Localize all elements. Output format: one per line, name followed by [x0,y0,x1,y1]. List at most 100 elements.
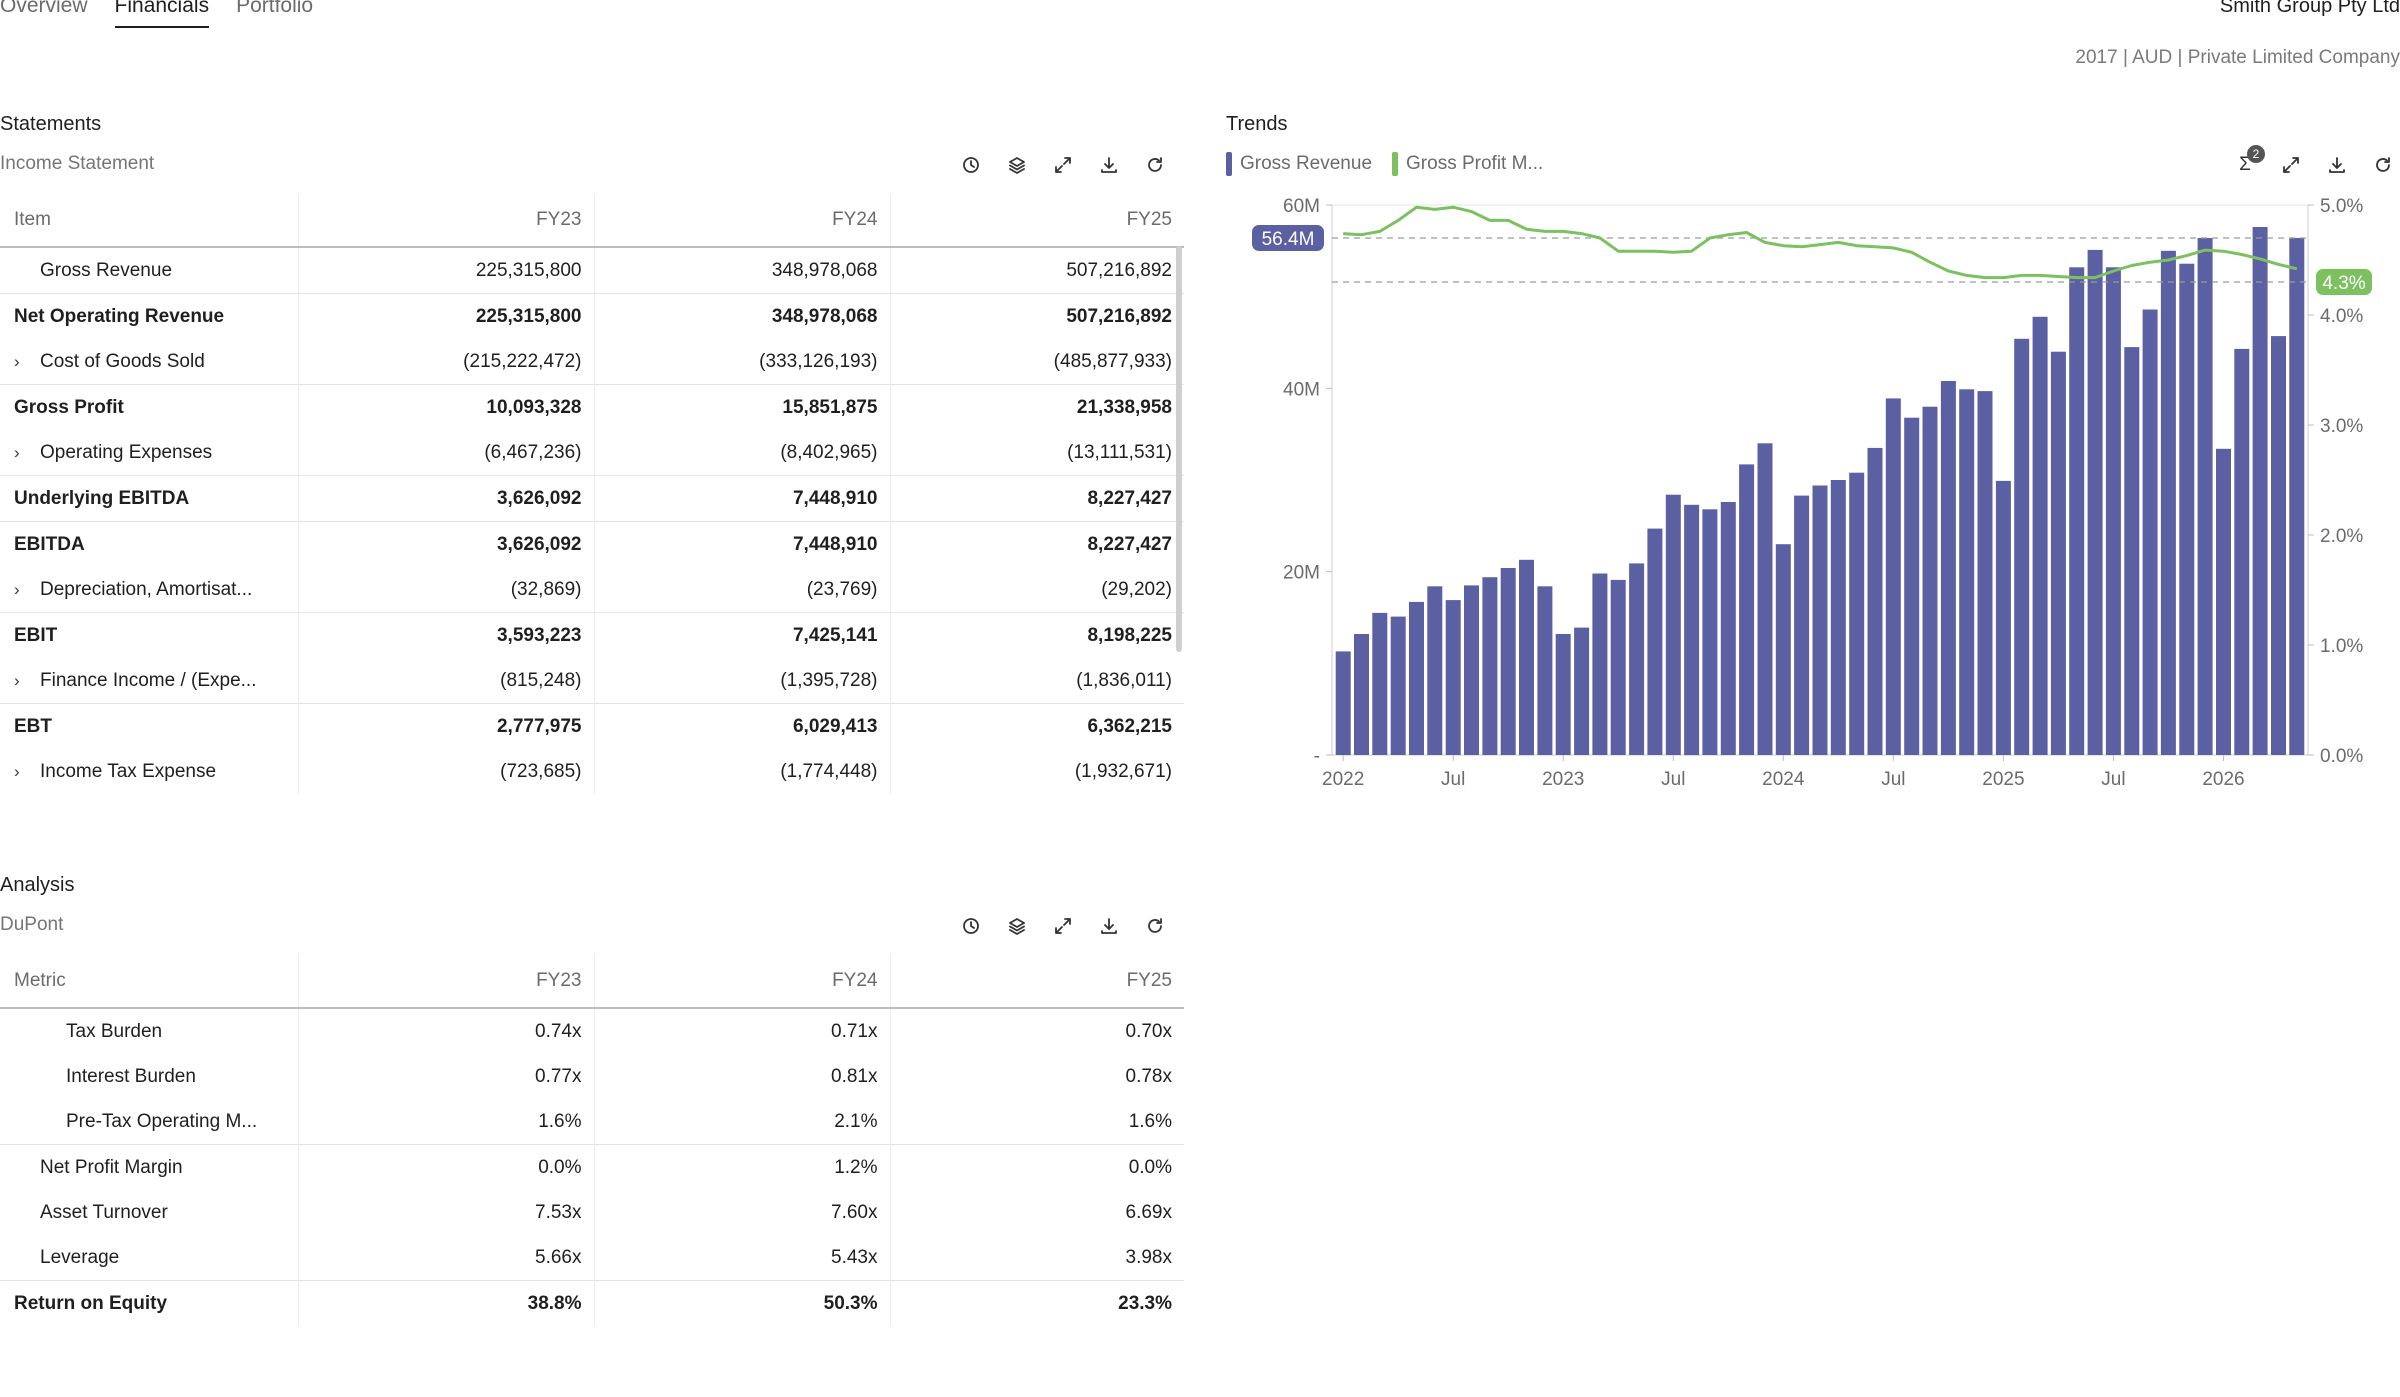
row-label-cell: EBITDA [0,521,299,567]
value-cell: (815,248) [298,658,595,704]
expand-button[interactable] [1040,150,1086,180]
value-cell: 8,227,427 [890,475,1184,522]
table-row: Gross Revenue 225,315,800 348,978,068 507,2… [0,247,1184,294]
value-cell: 0.70x [1125,1020,1172,1042]
refresh-button[interactable] [1132,150,1178,180]
value-cell: 6,029,413 [594,703,891,749]
legend-gross-revenue[interactable]: Gross Revenue [1226,152,1372,176]
value-cell: 7,425,141 [594,612,891,658]
table-row[interactable]: › Income Tax Expense (723,685) (1,774,448) (… [0,749,1184,794]
value-cell: 0.74x [298,1008,595,1054]
column-header[interactable]: FY25 [890,194,1184,248]
chevron-right-icon[interactable]: › [14,579,20,599]
refresh-icon [2376,157,2390,172]
row-label: Finance Income / (Expe... [40,669,257,691]
table-row[interactable]: › Cost of Goods Sold (215,222,472) (333,126… [0,339,1184,385]
trends-chart: - 20M 40M 60M 0.0% 1.0% 2.0% 3.0% 4.0% 5.0% 2022 Ju… [1252,196,2372,790]
chevron-right-icon[interactable]: › [14,351,20,371]
row-label-cell: Pre-Tax Operating M... [0,1099,299,1145]
trends-toolbar: Σ [2222,150,2400,180]
expand-icon [2283,157,2299,173]
analysis-toolbar [948,911,1178,941]
y-left-tick-label: 60M [1283,196,1320,217]
revenue-bar [1427,586,1443,755]
row-label: Income Tax Expense [40,760,217,782]
layers-button[interactable] [994,911,1040,941]
value-cell: 0.0% [298,1144,595,1190]
row-label-cell: Asset Turnover [0,1190,299,1235]
row-label: Return on Equity [14,1292,168,1314]
value-cell: 0.0% [890,1144,1184,1190]
tab-portfolio[interactable]: Portfolio [236,0,314,17]
margin-value-label: 4.3% [2322,273,2365,294]
value-cell: 0.77x [298,1054,595,1099]
history-button[interactable] [948,150,994,180]
row-label: Tax Burden [66,1020,163,1042]
revenue-bar [1592,573,1608,755]
value-cell: (485,877,933) [1053,350,1172,372]
statements-scrollbar[interactable] [1176,246,1182,652]
table-row[interactable]: › Finance Income / (Expe... (815,248) (1,39… [0,658,1184,704]
row-label-cell: Tax Burden [0,1008,299,1054]
refresh-button[interactable] [1132,911,1178,941]
row-label: EBITDA [14,533,85,555]
history-button[interactable] [948,911,994,941]
expand-button[interactable] [1040,911,1086,941]
statements-toolbar [948,150,1178,180]
revenue-bar [1977,391,1993,755]
value-cell: 0.81x [594,1054,891,1099]
column-header[interactable]: FY23 [298,955,595,1009]
column-header[interactable]: FY24 [594,955,891,1009]
row-label: EBT [14,715,52,737]
layers-button[interactable] [994,150,1040,180]
row-label-cell: Gross Profit [0,384,299,430]
revenue-bar [1464,585,1479,755]
revenue-bar [1335,651,1351,755]
chart-axes: - 20M 40M 60M 0.0% 1.0% 2.0% 3.0% 4.0% 5.0% 2022 Ju… [1252,196,2372,790]
table-row[interactable]: › Depreciation, Amortisat... (32,869) (23,7… [0,567,1184,613]
x-tick-label: 2022 [1322,769,1364,790]
y-left-tick-label: 40M [1283,379,1320,400]
value-cell: 348,978,068 [594,247,891,294]
revenue-bar [1995,480,2011,755]
tab-financials[interactable]: Financials [114,0,209,28]
revenue-bar [2124,347,2140,755]
chevron-right-icon[interactable]: › [14,442,20,462]
value-cell: 50.3% [594,1280,891,1326]
table-row[interactable]: › Operating Expenses (6,467,236) (8,402,965… [0,430,1184,476]
chevron-right-icon[interactable]: › [14,670,20,690]
column-header[interactable]: FY23 [298,194,595,248]
row-label: Gross Revenue [40,259,173,281]
chevron-right-icon[interactable]: › [14,761,20,781]
expand-button[interactable] [2268,150,2314,180]
download-button[interactable] [2314,150,2360,180]
revenue-bar [1555,634,1571,755]
tab-overview[interactable]: Overview [0,0,88,17]
x-tick-label: Jul [1441,769,1465,790]
refresh-button[interactable] [2360,150,2400,180]
revenue-bar [1372,612,1388,755]
row-label: Depreciation, Amortisat... [40,578,253,600]
y-right-tick-label: 5.0% [2320,196,2363,217]
revenue-bar [1904,417,1920,755]
revenue-bar [1959,389,1975,756]
value-cell: (1,836,011) [1076,669,1172,691]
column-header[interactable]: FY24 [594,194,891,248]
column-header[interactable]: Metric [0,955,299,1009]
row-label: EBIT [14,624,58,646]
revenue-bar [1739,464,1755,755]
legend-gross-profit-margin[interactable]: Gross Profit M... [1392,152,1543,176]
table-row: Asset Turnover 7.53x 7.60x 6.69x [0,1190,1184,1235]
gross-profit-margin-line [1343,205,2298,280]
table-row: EBT 2,777,975 6,029,413 6,362,215 [0,703,1184,749]
column-header[interactable]: FY25 [890,955,1184,1009]
row-label: Gross Profit [14,396,124,418]
row-label-cell: › Finance Income / (Expe... [0,658,299,704]
table-row: Underlying EBITDA 3,626,092 7,448,910 8,227… [0,475,1184,522]
revenue-bars [1335,227,2305,756]
download-button[interactable] [1086,150,1132,180]
download-button[interactable] [1086,911,1132,941]
column-header[interactable]: Item [0,194,299,248]
layers-icon [1009,157,1025,174]
sum-button[interactable]: Σ [2222,150,2268,180]
